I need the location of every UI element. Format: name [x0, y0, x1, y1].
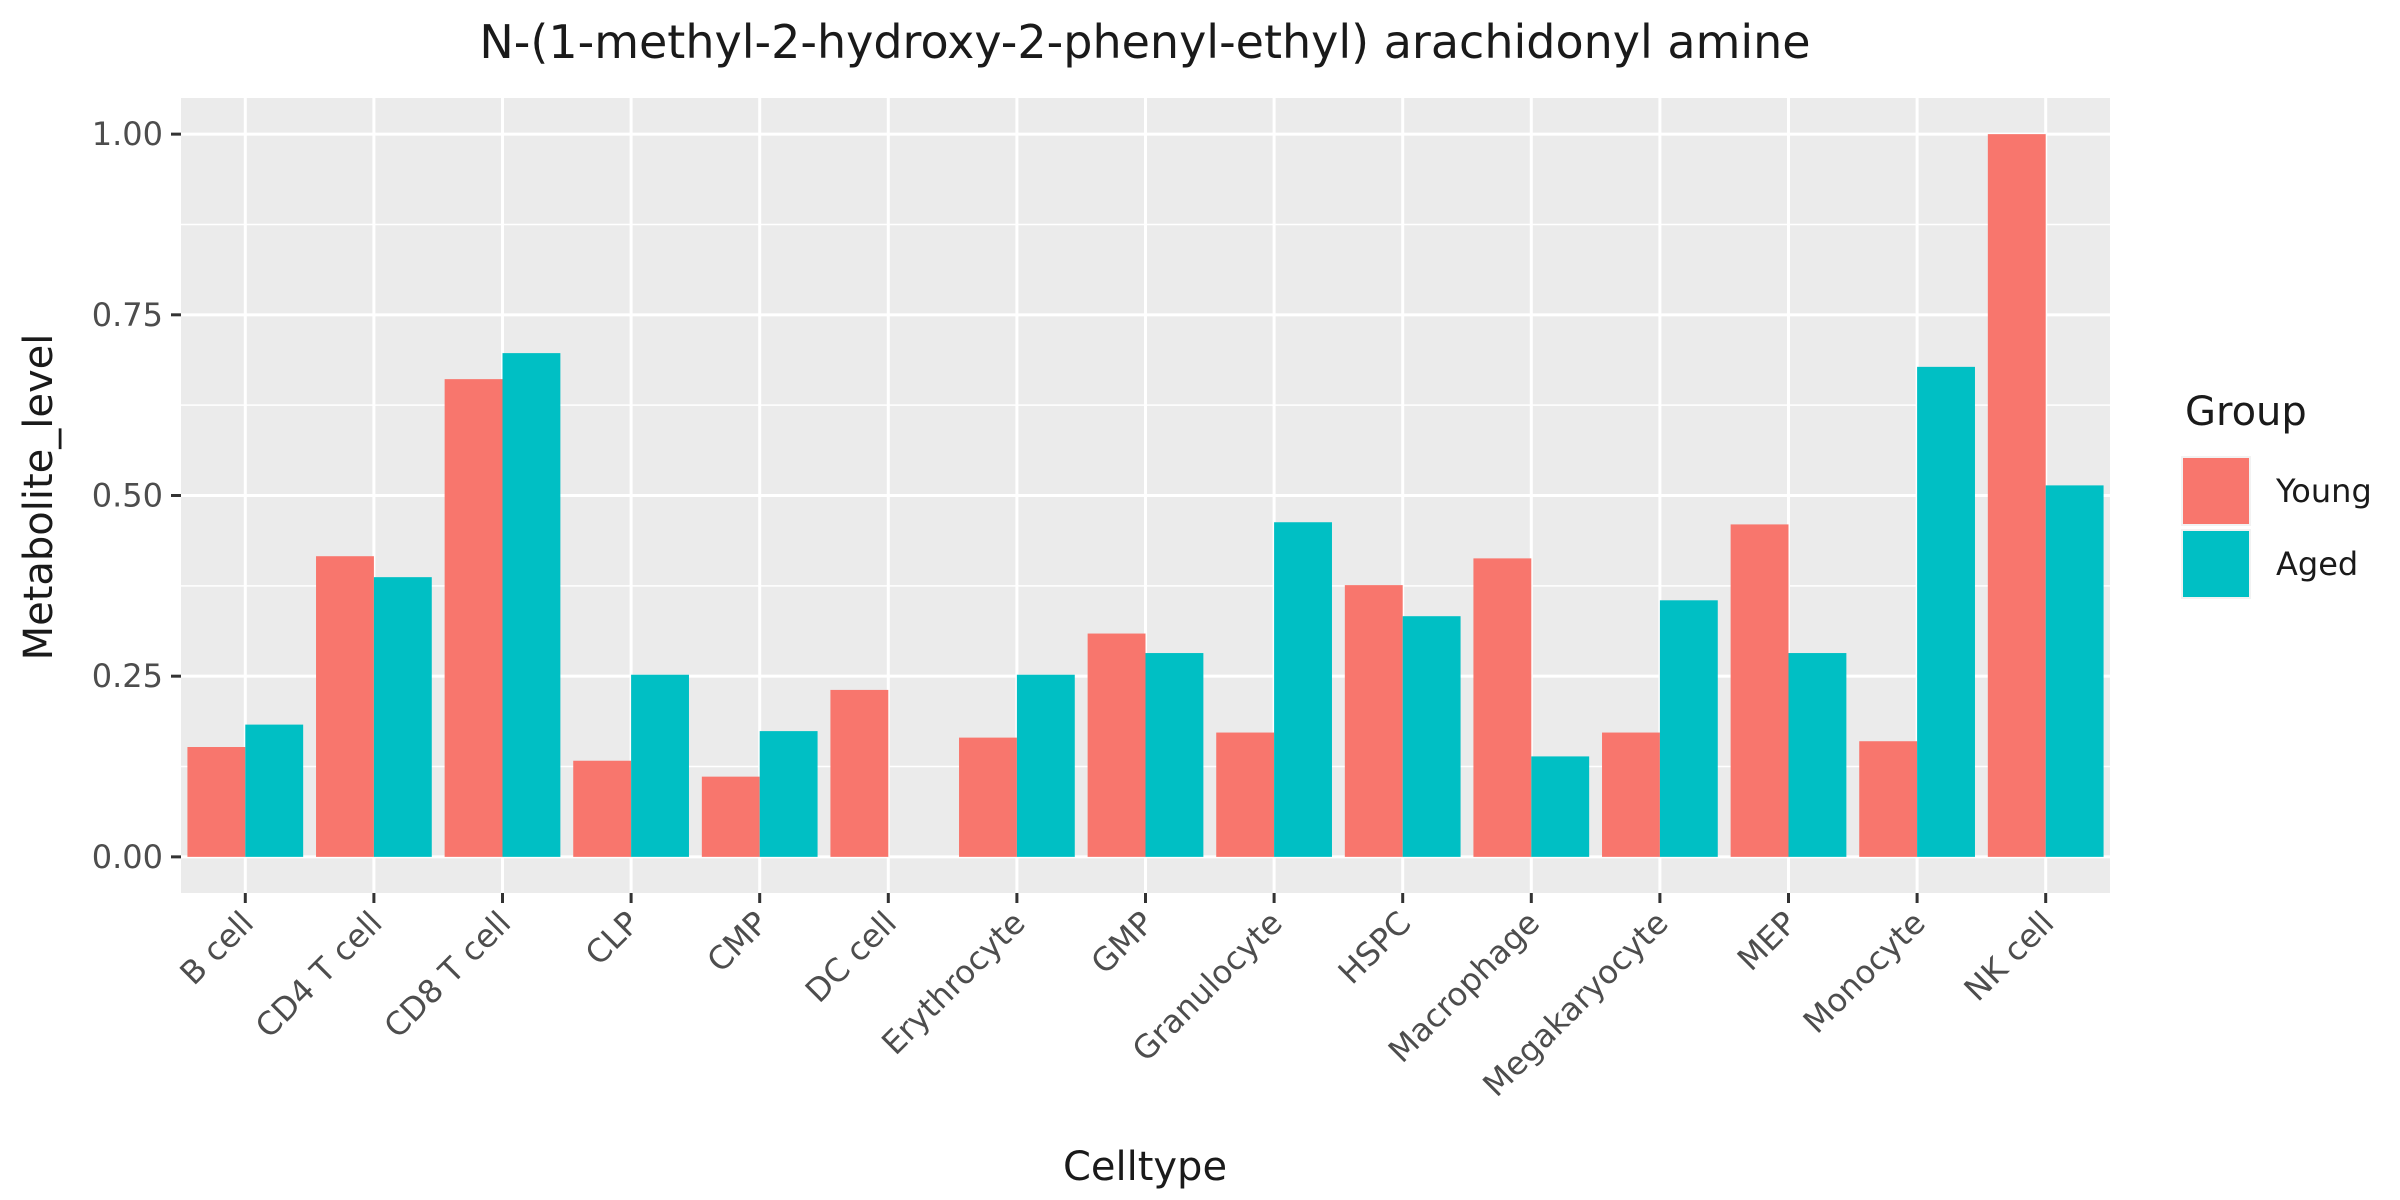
bar-young-cmp: [701, 776, 760, 857]
bar-young-b-cell: [187, 747, 246, 857]
bar-aged-megakaryocyte: [1659, 600, 1718, 857]
x-tick-label: CMP: [700, 904, 776, 980]
bar-young-megakaryocyte: [1602, 732, 1660, 857]
bar-aged-cmp: [759, 731, 818, 857]
y-tick-label: 0.75: [92, 296, 163, 334]
bar-aged-gmp: [1145, 653, 1204, 857]
bar-aged-monocyte: [1917, 366, 1975, 857]
x-tick-label: GMP: [1084, 904, 1162, 982]
x-tick-label: DC cell: [798, 904, 904, 1010]
bar-aged-hspc: [1402, 616, 1461, 857]
legend: Group Young Aged: [2181, 389, 2372, 599]
bar-aged-clp: [631, 674, 689, 857]
x-axis-title: Celltype: [1063, 1144, 1227, 1190]
x-tick-label: Monocyte: [1796, 904, 1933, 1041]
bar-aged-erythrocyte: [1016, 674, 1075, 857]
x-tick-label: CLP: [578, 904, 647, 973]
y-tick-label: 0.50: [92, 477, 163, 515]
x-tick-label: NK cell: [1957, 904, 2062, 1009]
y-tick-label: 1.00: [92, 115, 163, 153]
bar-aged-b-cell: [245, 724, 304, 857]
bar-young-dc-cell: [830, 689, 889, 857]
y-tick-label: 0.25: [92, 657, 163, 695]
chart-title: N-(1-methyl-2-hydroxy-2-phenyl-ethyl) ar…: [479, 15, 1810, 69]
bar-young-macrophage: [1473, 558, 1532, 857]
bar-young-gmp: [1087, 633, 1146, 857]
bar-aged-nk-cell: [2045, 485, 2104, 857]
bar-young-cd8-t-cell: [444, 379, 503, 857]
bar-aged-granulocyte: [1274, 522, 1332, 857]
legend-swatch-aged: [2183, 531, 2249, 597]
bar-young-hspc: [1344, 585, 1403, 857]
bar-aged-macrophage: [1531, 756, 1590, 857]
y-tick-label: 0.00: [92, 838, 163, 876]
legend-label-aged: Aged: [2276, 545, 2358, 583]
bar-aged-cd8-t-cell: [502, 353, 561, 857]
bar-young-monocyte: [1859, 741, 1918, 857]
bar-young-cd4-t-cell: [316, 556, 374, 857]
x-tick-label: HSPC: [1331, 904, 1419, 992]
legend-swatch-young: [2183, 458, 2249, 524]
bar-young-nk-cell: [1987, 134, 2046, 857]
x-tick-label: CD8 T cell: [377, 904, 519, 1046]
x-tick-label: MEP: [1730, 904, 1804, 978]
bar-young-erythrocyte: [959, 737, 1017, 857]
bar-aged-mep: [1788, 653, 1847, 857]
legend-label-young: Young: [2275, 472, 2372, 510]
x-tick-label: CD4 T cell: [248, 904, 390, 1046]
bar-young-mep: [1730, 524, 1789, 857]
y-axis-title: Metabolite_level: [16, 334, 62, 661]
legend-title: Group: [2185, 389, 2307, 435]
bar-young-granulocyte: [1216, 732, 1275, 857]
bar-young-clp: [573, 760, 632, 857]
x-tick-label: B cell: [172, 904, 261, 993]
bar-aged-cd4-t-cell: [373, 577, 432, 857]
